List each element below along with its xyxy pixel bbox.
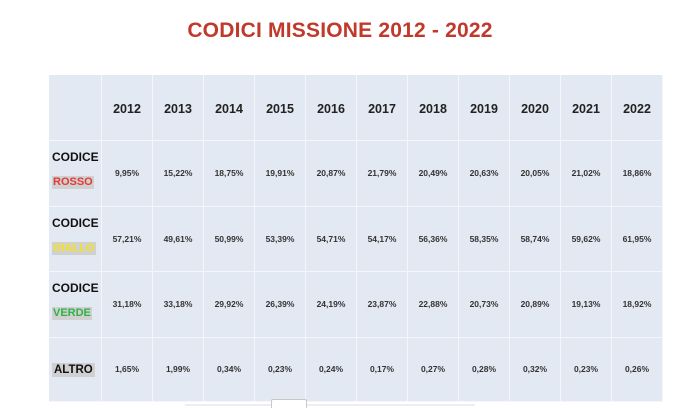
table-cell: 1,65% [102,337,153,402]
column-header-2012: 2012 [102,75,153,141]
table-cell: 0,26% [612,337,663,402]
table-cell: 0,17% [357,337,408,402]
table-cell: 50,99% [204,206,255,272]
table-cell: 18,75% [204,141,255,207]
code-color-label: GIALLO [52,241,96,255]
column-header-2021: 2021 [561,75,612,141]
column-header-2022: 2022 [612,75,663,141]
data-table-container: 2012 2013 2014 2015 2016 2017 2018 2019 2020 2021… [49,75,663,402]
table-cell: 0,23% [255,337,306,402]
column-header-2020: 2020 [510,75,561,141]
column-header-2017: 2017 [357,75,408,141]
table-row-altro: ALTRO 1,65% 1,99% 0,34% 0,23% 0,24% 0,17% 0,27%… [49,337,663,402]
column-header-2014: 2014 [204,75,255,141]
table-cell: 15,22% [153,141,204,207]
corner-cell [49,75,102,141]
column-header-2016: 2016 [306,75,357,141]
row-prefix: CODICE [52,150,99,164]
row-label-verde: CODICE VERDE [49,272,102,338]
chart-title: CODICI MISSIONE 2012 - 2022 [187,19,493,42]
table-row-verde: CODICE VERDE 31,18% 33,18% 29,92% 26,39% 24,19… [49,272,663,338]
table-cell: 19,91% [255,141,306,207]
table-cell: 49,61% [153,206,204,272]
table-cell: 0,32% [510,337,561,402]
table-cell: 19,13% [561,272,612,338]
table-cell: 20,87% [306,141,357,207]
table-cell: 0,24% [306,337,357,402]
horizontal-scrollbar[interactable] [185,404,475,406]
table-cell: 18,86% [612,141,663,207]
row-label-giallo: CODICE GIALLO [49,206,102,272]
table-cell: 1,99% [153,337,204,402]
row-prefix: CODICE [52,281,99,295]
table-cell: 59,62% [561,206,612,272]
table-cell: 61,95% [612,206,663,272]
table-cell: 0,27% [408,337,459,402]
column-header-2019: 2019 [459,75,510,141]
scrollbar-thumb[interactable] [271,399,307,408]
table-row-rosso: CODICE ROSSO 9,95% 15,22% 18,75% 19,91% 20,87%… [49,141,663,207]
table-cell: 57,21% [102,206,153,272]
table-cell: 23,87% [357,272,408,338]
column-header-2018: 2018 [408,75,459,141]
table-cell: 20,63% [459,141,510,207]
table-cell: 9,95% [102,141,153,207]
row-label-altro: ALTRO [49,337,102,402]
column-header-2013: 2013 [153,75,204,141]
code-color-label: ROSSO [52,176,94,189]
table-cell: 0,28% [459,337,510,402]
table-cell: 58,35% [459,206,510,272]
table-cell: 0,23% [561,337,612,402]
code-color-label: ALTRO [52,362,95,377]
table-row-giallo: CODICE GIALLO 57,21% 49,61% 50,99% 53,39% 54,7… [49,206,663,272]
table-cell: 26,39% [255,272,306,338]
table-cell: 20,89% [510,272,561,338]
table-cell: 21,02% [561,141,612,207]
column-header-2015: 2015 [255,75,306,141]
code-color-label: VERDE [52,307,92,320]
table-cell: 54,17% [357,206,408,272]
table-cell: 0,34% [204,337,255,402]
table-cell: 18,92% [612,272,663,338]
table-cell: 53,39% [255,206,306,272]
missions-table: 2012 2013 2014 2015 2016 2017 2018 2019 2020 2021… [49,75,663,402]
table-cell: 21,79% [357,141,408,207]
table-cell: 56,36% [408,206,459,272]
table-cell: 20,73% [459,272,510,338]
table-cell: 20,49% [408,141,459,207]
row-prefix: CODICE [52,215,99,230]
table-cell: 22,88% [408,272,459,338]
table-cell: 54,71% [306,206,357,272]
table-cell: 29,92% [204,272,255,338]
table-cell: 24,19% [306,272,357,338]
table-cell: 58,74% [510,206,561,272]
table-cell: 31,18% [102,272,153,338]
row-label-rosso: CODICE ROSSO [49,141,102,207]
table-cell: 20,05% [510,141,561,207]
table-cell: 33,18% [153,272,204,338]
header-row: 2012 2013 2014 2015 2016 2017 2018 2019 2020 2021… [49,75,663,141]
